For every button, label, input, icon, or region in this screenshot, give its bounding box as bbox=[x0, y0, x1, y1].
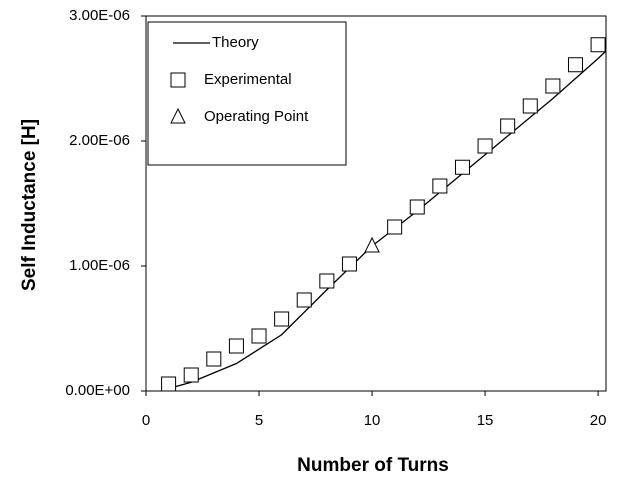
legend-label: Operating Point bbox=[204, 108, 309, 125]
legend-box bbox=[147, 21, 347, 166]
square-marker bbox=[228, 338, 244, 354]
square-marker bbox=[477, 138, 493, 154]
square-marker bbox=[545, 78, 561, 94]
square-marker bbox=[387, 219, 403, 235]
square-marker bbox=[454, 159, 470, 175]
x-tick-label: 5 bbox=[255, 412, 263, 429]
legend-label: Theory bbox=[212, 34, 259, 51]
square-marker bbox=[206, 351, 222, 367]
square-marker bbox=[319, 273, 335, 289]
legend-label: Experimental bbox=[204, 71, 292, 88]
square-marker bbox=[590, 37, 606, 53]
x-tick-label: 20 bbox=[590, 412, 607, 429]
square-marker bbox=[183, 367, 199, 383]
x-tick-label: 0 bbox=[142, 412, 150, 429]
square-marker bbox=[409, 199, 425, 215]
square-marker bbox=[432, 178, 448, 194]
square-marker bbox=[567, 57, 583, 73]
legend-triangle bbox=[170, 107, 186, 124]
y-tick-label: 2.00E-06 bbox=[69, 132, 130, 149]
x-tick-label: 10 bbox=[364, 412, 381, 429]
y-tick-label: 1.00E-06 bbox=[69, 257, 130, 274]
x-tick-label: 15 bbox=[477, 412, 494, 429]
legend-square bbox=[170, 72, 186, 88]
y-tick-label: 0.00E+00 bbox=[65, 382, 130, 399]
y-tick-label: 3.00E-06 bbox=[69, 7, 130, 24]
y-axis-label: Self Inductance [H] bbox=[19, 119, 40, 291]
square-marker bbox=[500, 118, 516, 134]
plot-frame bbox=[145, 15, 607, 392]
triangle-marker bbox=[364, 236, 380, 253]
x-axis-label: Number of Turns bbox=[297, 455, 449, 476]
square-marker bbox=[296, 292, 312, 308]
square-marker bbox=[341, 256, 357, 272]
square-marker bbox=[251, 328, 267, 344]
square-marker bbox=[522, 98, 538, 114]
square-marker bbox=[274, 311, 290, 327]
square-marker bbox=[161, 376, 177, 392]
